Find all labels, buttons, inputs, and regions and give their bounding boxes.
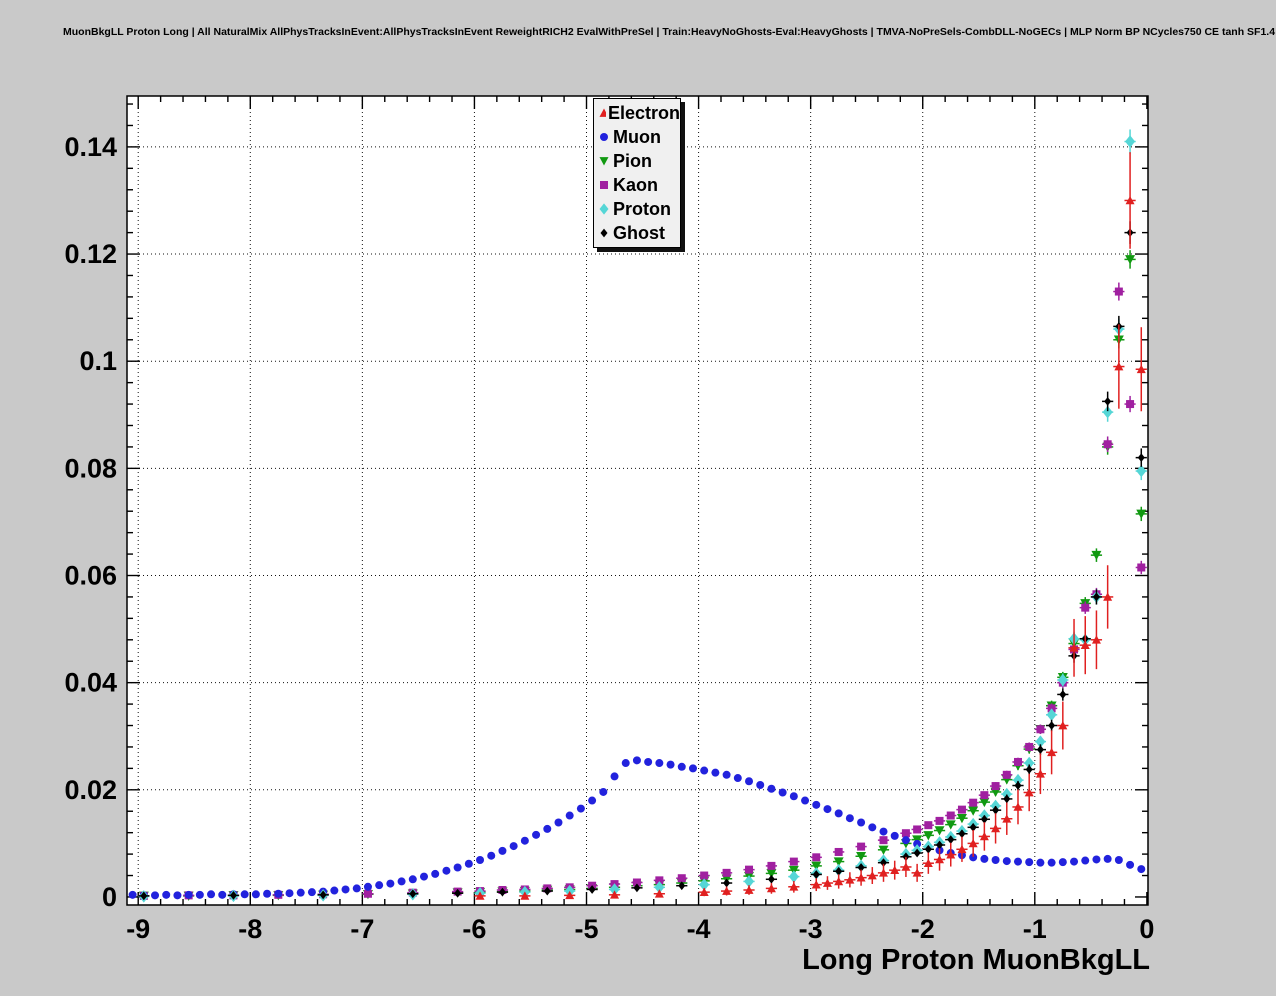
x-tick-label: -6 xyxy=(462,914,486,944)
x-tick-label: -2 xyxy=(911,914,935,944)
frame-border xyxy=(126,95,1149,906)
ghost-marker-icon xyxy=(600,228,608,238)
legend-label: Proton xyxy=(613,198,671,219)
legend-label: Pion xyxy=(613,150,652,171)
y-tick-label: 0.1 xyxy=(79,346,117,376)
y-tick-label: 0.14 xyxy=(64,132,117,162)
x-tick-label: -4 xyxy=(687,914,711,944)
legend-item-muon: Muon xyxy=(597,125,680,149)
x-axis-title: Long Proton MuonBkgLL xyxy=(802,944,1150,976)
plot-title: MuonBkgLL Proton Long | All NaturalMix A… xyxy=(63,26,1276,38)
legend-label: Muon xyxy=(613,126,661,147)
legend-item-proton: Proton xyxy=(597,197,680,221)
pion-marker-icon xyxy=(599,157,609,166)
electron-marker-icon xyxy=(599,108,606,117)
y-tick-label: 0.04 xyxy=(64,668,117,698)
grid xyxy=(127,96,1148,905)
legend-label: Kaon xyxy=(613,174,658,195)
proton-marker-icon xyxy=(599,203,609,215)
kaon-marker-icon xyxy=(600,181,608,189)
legend-item-ghost: Ghost xyxy=(597,221,680,245)
series-layer xyxy=(128,129,1147,903)
legend-item-kaon: Kaon xyxy=(597,173,680,197)
y-axis-labels: 0 0.02 0.04 0.06 0.08 0.1 0.12 0.14 xyxy=(64,132,117,912)
muon-marker-icon xyxy=(600,133,608,141)
x-tick-label: -3 xyxy=(799,914,823,944)
x-tick-label: -9 xyxy=(126,914,150,944)
x-tick-label: -8 xyxy=(238,914,262,944)
y-tick-label: 0.08 xyxy=(64,453,117,483)
x-tick-label: -7 xyxy=(350,914,374,944)
x-tick-label: 0 xyxy=(1139,914,1154,944)
x-tick-label: -1 xyxy=(1023,914,1047,944)
y-tick-label: 0 xyxy=(102,882,117,912)
legend-item-pion: Pion xyxy=(597,149,680,173)
series-muon xyxy=(128,756,1146,900)
legend-item-electron: Electron xyxy=(597,101,680,125)
legend: Electron Muon Pion Kaon Proton Ghost xyxy=(593,98,681,248)
y-tick-label: 0.12 xyxy=(64,239,117,269)
series-electron xyxy=(474,152,1147,900)
legend-label: Ghost xyxy=(613,222,665,243)
legend-label: Electron xyxy=(607,102,680,123)
y-tick-label: 0.02 xyxy=(64,775,117,805)
y-tick-label: 0.06 xyxy=(64,561,117,591)
x-axis-labels: -9 -8 -7 -6 -5 -4 -3 -2 -1 0 xyxy=(126,914,1154,944)
x-tick-label: -5 xyxy=(574,914,598,944)
